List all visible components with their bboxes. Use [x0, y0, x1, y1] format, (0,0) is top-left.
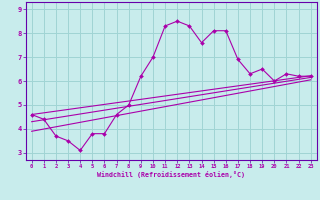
X-axis label: Windchill (Refroidissement éolien,°C): Windchill (Refroidissement éolien,°C)	[97, 171, 245, 178]
